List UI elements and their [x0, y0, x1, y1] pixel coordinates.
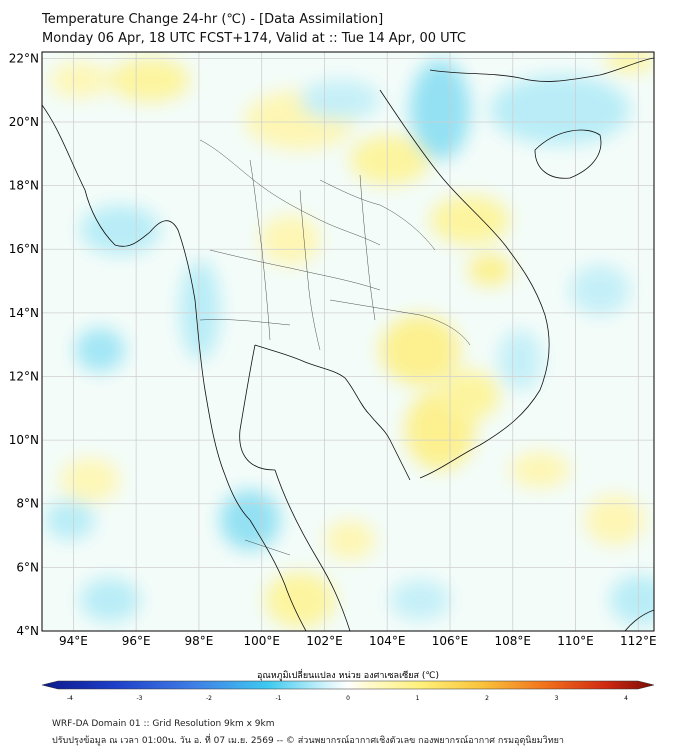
lon-tick-label: 96°E	[122, 634, 151, 648]
lat-tick-label: 20°N	[9, 115, 39, 129]
lon-tick-label: 100°E	[243, 634, 280, 648]
colorbar-tick-label: 2	[485, 695, 489, 702]
colorbar-tick-label: -1	[276, 695, 282, 702]
lat-tick-label: 12°N	[9, 369, 39, 383]
colorbar	[41, 680, 655, 690]
colorbar-tick-label: 0	[346, 695, 350, 702]
lat-tick-label: 8°N	[16, 497, 39, 511]
map-frame	[41, 51, 655, 632]
temperature-shading	[42, 52, 654, 631]
lon-tick-label: 94°E	[59, 634, 88, 648]
lon-tick-label: 110°E	[557, 634, 594, 648]
lon-tick-label: 102°E	[306, 634, 343, 648]
province-borders	[199, 139, 471, 556]
latitude-labels: 22°N 20°N 18°N 16°N 14°N 12°N 10°N 8°N 6°N 4°N	[9, 51, 39, 638]
lat-tick-label: 18°N	[9, 179, 39, 193]
map-title: Temperature Change 24-hr (℃) - [Data Ass…	[42, 12, 384, 27]
lon-tick-label: 106°E	[432, 634, 469, 648]
colorbar-tick-label: -3	[137, 695, 143, 702]
coastlines	[42, 57, 654, 631]
longitude-labels: 94°E 96°E 98°E 100°E 102°E 104°E 106°E 108°E 110…	[59, 634, 657, 648]
colorbar-tick-label: -2	[206, 695, 212, 702]
lon-tick-label: 112°E	[620, 634, 657, 648]
lat-tick-label: 6°N	[16, 560, 39, 574]
colorbar-tick-label: -4	[67, 695, 73, 702]
footer-credit: ปรับปรุงข้อมูล ณ เวลา 01:00น. วัน อ. ที่…	[52, 736, 564, 746]
lat-tick-label: 14°N	[9, 306, 39, 320]
lat-tick-label: 16°N	[9, 242, 39, 256]
map-subtitle: Monday 06 Apr, 18 UTC FCST+174, Valid at…	[42, 31, 466, 46]
colorbar-tick-label: 1	[416, 695, 420, 702]
lon-tick-label: 104°E	[369, 634, 406, 648]
colorbar-title: อุณหภูมิเปลี่ยนแปลง หน่วย องศาเซลเซียส (…	[257, 668, 439, 681]
colorbar-ticks: -4 -3 -2 -1 0 1 2 3 4	[67, 695, 628, 702]
lon-tick-label: 98°E	[184, 634, 213, 648]
lat-tick-label: 4°N	[16, 624, 39, 638]
colorbar-tick-label: 4	[624, 695, 628, 702]
lat-tick-label: 10°N	[9, 433, 39, 447]
footer-resolution: WRF-DA Domain 01 :: Grid Resolution 9km …	[52, 719, 275, 729]
colorbar-tick-label: 3	[555, 695, 559, 702]
lon-tick-label: 108°E	[495, 634, 532, 648]
lat-tick-label: 22°N	[9, 51, 39, 65]
